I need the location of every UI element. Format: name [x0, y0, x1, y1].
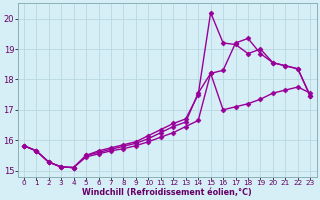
X-axis label: Windchill (Refroidissement éolien,°C): Windchill (Refroidissement éolien,°C)	[82, 188, 252, 197]
